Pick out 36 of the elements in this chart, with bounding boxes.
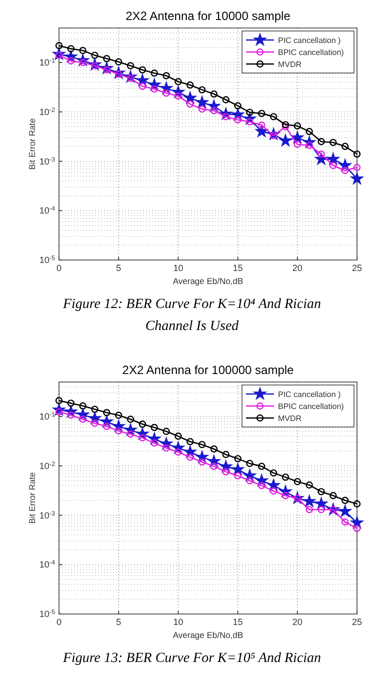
legend-label: BPIC cancellation) <box>278 48 344 57</box>
x-tick-label: 5 <box>116 263 122 273</box>
x-tick-label: 0 <box>56 263 62 273</box>
y-tick-label: 10$^{-1}$ <box>39 411 56 422</box>
y-axis-title: Bit Error Rate <box>27 472 37 524</box>
x-tick-label: 20 <box>292 263 302 273</box>
legend-label: PIC cancellation ) <box>278 390 342 399</box>
x-tick-label: 25 <box>352 263 362 273</box>
chart-title: 2X2 Antenna for 100000 sample <box>122 363 294 377</box>
y-tick-label: 10$^{-5}$ <box>39 254 56 265</box>
y-tick-label: 10$^{-3}$ <box>39 510 56 520</box>
y-tick-label: 10$^{-3}$ <box>39 156 56 166</box>
y-tick-label: 10$^{-1}$ <box>39 57 56 68</box>
x-tick-label: 0 <box>56 617 62 627</box>
x-tick-label: 15 <box>232 263 243 273</box>
x-axis-title: Average Eb/No,dB <box>172 276 244 286</box>
caption: Figure 13: BER Curve For K=10⁵ And Rician <box>62 651 322 666</box>
legend-label: MVDR <box>278 60 302 69</box>
legend-label: PIC cancellation ) <box>278 36 342 45</box>
x-tick-label: 5 <box>116 617 122 627</box>
y-tick-label: 10$^{-4}$ <box>39 205 56 216</box>
y-tick-label: 10$^{-2}$ <box>39 106 56 117</box>
legend-label: MVDR <box>278 414 302 423</box>
chart-title: 2X2 Antenna for 10000 sample <box>126 9 291 23</box>
y-tick-label: 10$^{-5}$ <box>39 608 56 619</box>
x-tick-label: 10 <box>173 617 184 627</box>
caption: Figure 12: BER Curve For K=10⁴ And Rician Channel Is Used <box>62 297 322 334</box>
x-tick-label: 15 <box>232 617 243 627</box>
y-tick-label: 10$^{-4}$ <box>39 559 56 570</box>
x-tick-label: 25 <box>352 617 362 627</box>
y-axis-title: Bit Error Rate <box>27 118 37 170</box>
x-axis-title: Average Eb/No,dB <box>172 630 244 640</box>
x-tick-label: 10 <box>173 263 184 273</box>
x-tick-label: 20 <box>292 617 302 627</box>
y-tick-label: 10$^{-2}$ <box>39 460 56 471</box>
legend-label: BPIC cancellation) <box>278 402 344 411</box>
